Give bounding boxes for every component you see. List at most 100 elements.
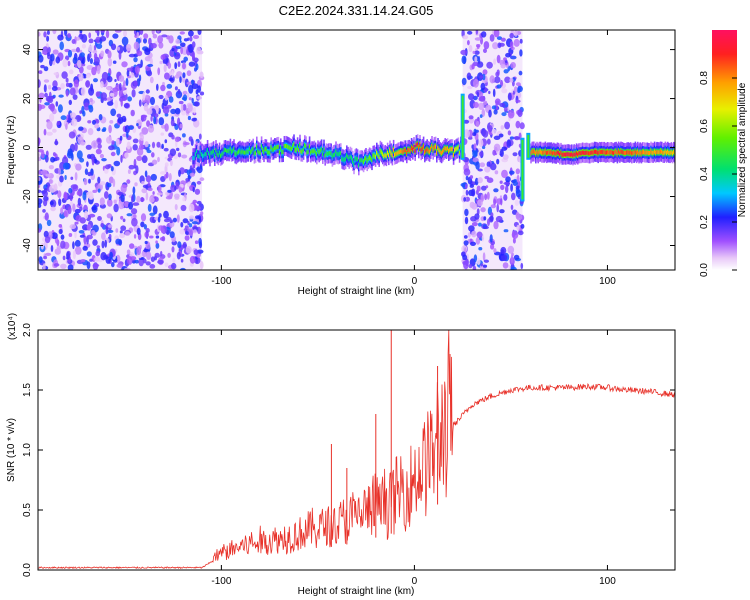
- noise-speckle: [507, 130, 512, 136]
- noise-speckle: [115, 228, 119, 233]
- noise-speckle: [471, 203, 478, 210]
- noise-speckle: [178, 100, 184, 105]
- noise-speckle: [43, 31, 47, 38]
- signal-cell: [641, 150, 644, 155]
- noise-speckle: [86, 191, 91, 198]
- noise-speckle: [508, 264, 512, 270]
- noise-speckle: [97, 143, 102, 149]
- signal-cell: [433, 145, 436, 150]
- noise-speckle: [499, 209, 505, 214]
- signal-cell: [192, 156, 194, 161]
- signal-cell: [439, 150, 442, 155]
- noise-speckle: [86, 65, 94, 70]
- noise-speckle: [81, 34, 88, 43]
- noise-speckle: [43, 128, 47, 136]
- signal-cell: [280, 146, 282, 151]
- noise-speckle: [99, 36, 107, 42]
- noise-speckle: [129, 256, 137, 261]
- x-tick-label: 0: [412, 576, 418, 587]
- noise-speckle: [68, 131, 76, 139]
- signal-cell: [572, 153, 574, 158]
- noise-speckle: [132, 202, 140, 206]
- signal-cell: [571, 152, 573, 157]
- noise-speckle: [99, 153, 104, 159]
- noise-speckle: [184, 235, 190, 241]
- noise-speckle: [151, 152, 155, 158]
- signal-cell: [293, 142, 295, 147]
- colorbar-ticks: 0.0 0.2 0.4 0.6 0.8: [699, 71, 737, 277]
- noise-speckle: [84, 168, 88, 175]
- signal-cell: [221, 152, 223, 157]
- noise-speckle: [112, 60, 117, 64]
- noise-speckle: [179, 267, 186, 270]
- signal-cell: [616, 151, 619, 156]
- noise-speckle: [38, 177, 41, 181]
- signal-cell: [446, 146, 449, 151]
- signal-cell: [370, 156, 372, 161]
- noise-speckle: [179, 75, 182, 83]
- signal-cell: [458, 150, 461, 155]
- noise-speckle: [187, 104, 193, 112]
- noise-speckle: [57, 104, 63, 113]
- noise-speckle: [87, 128, 94, 136]
- noise-speckle: [130, 72, 135, 79]
- signal-cell: [238, 149, 240, 154]
- signal-cell: [325, 151, 328, 156]
- noise-speckle: [54, 248, 61, 255]
- noise-speckle: [153, 116, 157, 125]
- noise-speckle: [182, 241, 187, 249]
- signal-cell: [290, 147, 293, 151]
- noise-speckle: [95, 250, 100, 257]
- noise-speckle: [500, 37, 506, 42]
- noise-speckle: [82, 110, 86, 117]
- noise-speckle: [189, 255, 196, 264]
- noise-speckle: [60, 83, 65, 89]
- signal-cell: [239, 148, 241, 153]
- noise-speckle: [83, 102, 90, 111]
- noise-speckle: [123, 267, 131, 270]
- signal-cell: [196, 149, 198, 154]
- noise-speckle: [174, 62, 178, 70]
- signal-cell: [326, 151, 329, 156]
- noise-speckle: [136, 123, 139, 127]
- noise-speckle: [487, 218, 490, 226]
- noise-speckle: [469, 175, 474, 179]
- noise-speckle: [116, 46, 121, 51]
- noise-speckle: [113, 203, 119, 213]
- noise-speckle: [121, 36, 129, 46]
- noise-speckle: [146, 70, 153, 77]
- noise-speckle: [501, 169, 508, 179]
- colorbar-tick-label: 0.0: [699, 263, 710, 277]
- noise-speckle: [174, 136, 181, 143]
- noise-speckle: [68, 114, 71, 124]
- signal-cell: [193, 156, 196, 161]
- noise-speckle: [44, 92, 48, 98]
- noise-speckle: [479, 75, 484, 79]
- noise-speckle: [194, 67, 197, 72]
- noise-speckle: [38, 70, 43, 74]
- signal-cell: [584, 151, 586, 155]
- signal-cell: [364, 157, 366, 162]
- noise-speckle: [486, 138, 491, 145]
- noise-speckle: [510, 55, 517, 60]
- noise-speckle: [182, 90, 188, 95]
- noise-speckle: [72, 241, 75, 250]
- noise-speckle: [502, 154, 509, 160]
- signal-cell: [307, 149, 310, 154]
- signal-cell: [640, 151, 643, 156]
- noise-speckle: [107, 198, 113, 207]
- noise-speckle: [122, 218, 126, 223]
- signal-cell: [615, 149, 617, 154]
- noise-speckle: [501, 254, 508, 262]
- noise-speckle: [475, 237, 481, 245]
- signal-cell: [539, 149, 542, 154]
- noise-speckle: [89, 258, 93, 262]
- noise-speckle: [490, 243, 495, 250]
- noise-speckle: [493, 220, 499, 230]
- noise-speckle: [50, 245, 54, 252]
- noise-speckle: [180, 258, 184, 263]
- noise-speckle: [188, 215, 195, 220]
- noise-speckle: [110, 43, 117, 51]
